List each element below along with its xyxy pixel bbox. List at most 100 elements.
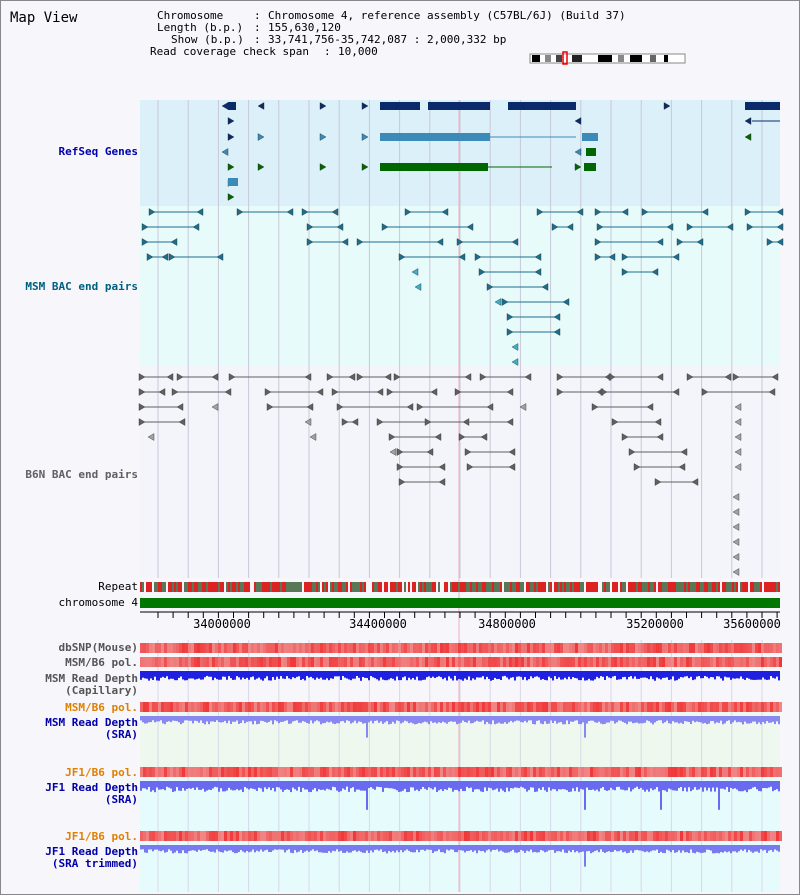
repeat-block (734, 582, 736, 592)
depth-bar (422, 781, 424, 787)
depth-bar (676, 845, 678, 853)
heat-cell (389, 643, 392, 653)
repeat-block (494, 582, 496, 592)
depth-bar (436, 671, 438, 677)
repeat-block (572, 582, 574, 592)
depth-bar (704, 845, 706, 853)
depth-bar (318, 671, 320, 679)
depth-bar (372, 781, 374, 789)
depth-bar (616, 716, 618, 723)
heat-cell (311, 702, 314, 712)
depth-bar (564, 716, 566, 725)
depth-bar (724, 671, 726, 677)
heat-cell (362, 702, 365, 712)
ideogram-band (650, 55, 656, 62)
heat-cell (308, 643, 311, 653)
repeat-block (372, 582, 374, 592)
depth-bar (144, 671, 146, 679)
feature-end (656, 373, 664, 381)
heat-cell (605, 767, 608, 777)
heat-cell (431, 657, 434, 667)
depth-bar (466, 845, 468, 852)
heat-cell (416, 643, 419, 653)
heat-cell (272, 657, 275, 667)
feature-end (556, 373, 564, 381)
depth-bar (252, 671, 254, 677)
depth-bar (464, 845, 466, 853)
heat-cell (194, 831, 197, 841)
depth-bar (676, 781, 678, 791)
heat-cell (434, 702, 437, 712)
heat-cell (194, 657, 197, 667)
repeat-block (778, 582, 780, 592)
heat-cell (461, 657, 464, 667)
heat-cell (509, 831, 512, 841)
depth-bar (426, 845, 428, 850)
depth-bar (284, 781, 286, 790)
feature-end (701, 388, 709, 396)
depth-bar (760, 716, 762, 725)
heat-cell (764, 702, 767, 712)
heat-cell (467, 643, 470, 653)
depth-bar (222, 716, 224, 723)
heat-cell (308, 657, 311, 667)
feature-end (257, 163, 265, 171)
feature-end (266, 403, 274, 411)
heat-cell (518, 657, 521, 667)
repeat-block (684, 582, 686, 592)
heat-cell (563, 831, 566, 841)
depth-bar (280, 671, 282, 677)
depth-bar (648, 671, 650, 680)
heat-cell (473, 657, 476, 667)
heat-cell (665, 657, 668, 667)
depth-bar (664, 671, 666, 678)
depth-bar (284, 716, 286, 721)
depth-bar (672, 671, 674, 677)
depth-bar (686, 671, 688, 677)
heat-cell (365, 657, 368, 667)
heat-cell (347, 831, 350, 841)
repeat-block (642, 582, 644, 592)
depth-bar (614, 716, 616, 724)
depth-bar (182, 716, 184, 723)
depth-bar (652, 671, 654, 680)
feature-end (486, 283, 494, 291)
depth-bar (202, 671, 204, 680)
depth-bar (508, 671, 510, 680)
heat-cell (668, 657, 671, 667)
repeat-block (478, 582, 480, 592)
depth-bar (280, 781, 282, 790)
heat-cell (713, 643, 716, 653)
depth-bar (478, 716, 480, 722)
axis-tick-label: 34000000 (193, 617, 251, 631)
depth-bar (142, 845, 144, 850)
feature-end (304, 418, 312, 426)
depth-bar (530, 671, 532, 677)
depth-bar (548, 845, 550, 851)
heat-cell (140, 657, 143, 667)
heat-cell (578, 767, 581, 777)
heat-cell (626, 657, 629, 667)
repeat-block (360, 582, 362, 592)
heat-cell (674, 831, 677, 841)
depth-bar (480, 845, 482, 852)
depth-bar (610, 716, 612, 721)
heat-cell (455, 831, 458, 841)
heat-cell (674, 702, 677, 712)
depth-bar (356, 671, 358, 677)
depth-bar (692, 716, 694, 721)
depth-bar (778, 671, 780, 681)
heat-cell (533, 657, 536, 667)
depth-bar (278, 781, 280, 788)
repeat-block (664, 582, 666, 592)
depth-bar (362, 671, 364, 677)
heat-cell (338, 767, 341, 777)
depth-bar (402, 671, 404, 678)
repeat-block (594, 582, 596, 592)
depth-bar (586, 716, 588, 724)
depth-bar (154, 781, 156, 793)
depth-bar (706, 716, 708, 725)
depth-bar (536, 716, 538, 721)
depth-bar (730, 671, 732, 680)
